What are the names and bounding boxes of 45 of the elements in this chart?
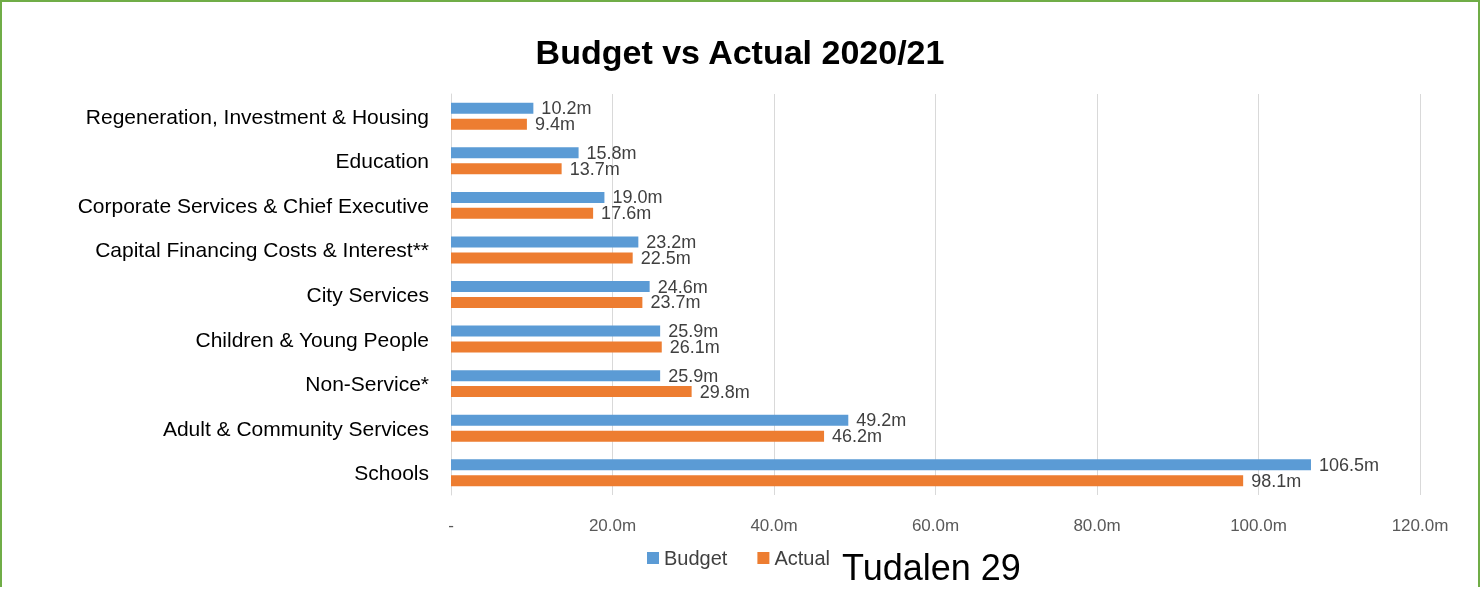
y-tick-label: Corporate Services & Chief Executive [77, 193, 429, 217]
bar [451, 281, 650, 293]
y-tick-label: Education [335, 149, 429, 173]
bar [451, 252, 633, 264]
data-label: 9.4m [534, 114, 575, 135]
x-tick-label: 40.0m [750, 516, 798, 535]
bar [451, 191, 605, 203]
bar [451, 414, 849, 426]
x-tick-label: - [448, 516, 454, 535]
bar [451, 325, 661, 337]
bar [451, 296, 643, 308]
y-tick-label: Schools [354, 461, 429, 485]
bar [451, 370, 661, 382]
data-label: 46.2m [832, 426, 883, 447]
legend-label: Actual [774, 547, 830, 569]
data-label: 17.6m [601, 203, 652, 224]
bar [451, 236, 639, 248]
data-label: 26.1m [669, 337, 720, 358]
x-tick-label: 100.0m [1230, 516, 1287, 535]
y-tick-label: Regeneration, Investment & Housing [85, 104, 429, 128]
data-label: 23.7m [650, 292, 701, 313]
bar [451, 341, 662, 353]
x-tick-label: 120.0m [1391, 516, 1449, 535]
bar [451, 207, 594, 219]
data-label: 98.1m [1251, 470, 1302, 491]
bar [451, 118, 527, 130]
bar [451, 163, 562, 175]
bar [451, 430, 825, 442]
legend-label: Budget [664, 547, 728, 569]
bar [451, 386, 692, 398]
y-tick-label: City Services [306, 283, 429, 306]
chart-title: Budget vs Actual 2020/21 [535, 33, 945, 71]
x-tick-label: 60.0m [911, 516, 960, 535]
y-tick-label: Non-Service* [305, 372, 429, 396]
bar [451, 102, 534, 114]
y-tick-label: Children & Young People [195, 327, 429, 351]
bar [451, 475, 1244, 487]
bar [451, 147, 579, 159]
y-tick-label: Capital Financing Costs & Interest** [95, 238, 429, 262]
x-tick-label: 20.0m [588, 516, 637, 535]
text: Tudalen 29 [842, 546, 1021, 588]
y-tick-label: Adult & Community Services [162, 416, 429, 440]
data-label: 106.5m [1318, 454, 1380, 475]
bar [451, 459, 1311, 471]
x-tick-label: 80.0m [1073, 516, 1121, 535]
